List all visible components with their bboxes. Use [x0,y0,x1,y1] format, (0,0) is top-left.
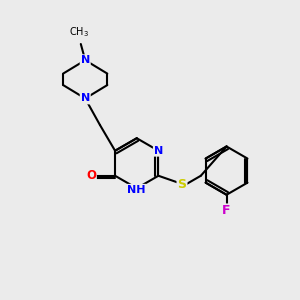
Text: N: N [154,146,163,156]
Text: S: S [178,178,187,191]
Text: CH$_3$: CH$_3$ [69,25,89,39]
Text: F: F [222,205,231,218]
Text: N: N [81,55,90,65]
Text: NH: NH [128,185,146,195]
Text: O: O [86,169,96,182]
Text: N: N [81,94,90,103]
